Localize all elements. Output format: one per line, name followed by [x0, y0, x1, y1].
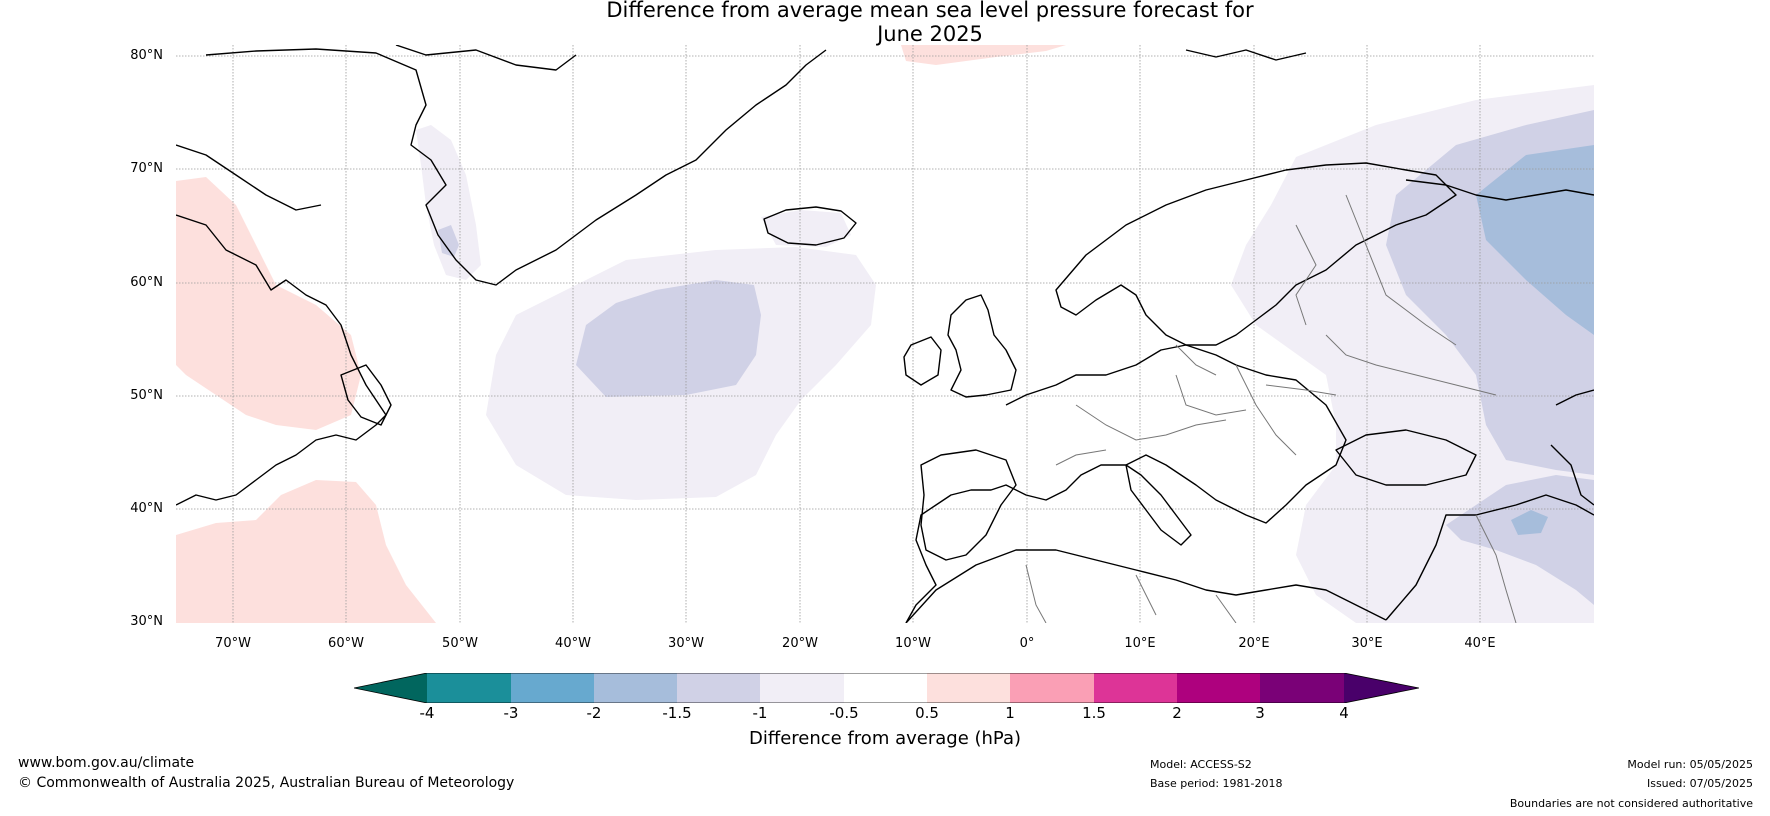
lon-label-30w: 30°W	[668, 636, 704, 651]
colorbar-tick-2: -3	[503, 704, 519, 722]
greenland-north-coast	[395, 45, 577, 71]
colorbar-tick-4: -1.5	[662, 704, 692, 722]
colorbar-seg-7	[927, 673, 1010, 703]
scandinavia-coast	[1055, 162, 1457, 346]
moderate-negative-anomaly-greenland	[438, 225, 459, 257]
disclaimer-text: Boundaries are not considered authoritat…	[1509, 797, 1753, 810]
lon-label-20w: 20°W	[782, 636, 818, 651]
chart-title: Difference from average mean sea level p…	[560, 0, 1300, 46]
moderate-negative-anomaly-turkey	[1446, 475, 1594, 605]
colorbar-tick-3: -2	[586, 704, 602, 722]
issued-text: Issued: 07/05/2025	[1646, 777, 1753, 790]
map-frame	[176, 45, 1594, 623]
colorbar-tick-11: 3	[1255, 704, 1265, 722]
colorbar-seg-2	[511, 673, 594, 703]
coastlines	[176, 45, 1594, 623]
black-sea-coast	[1335, 429, 1477, 486]
website-link[interactable]: www.bom.gov.au/climate	[18, 755, 195, 771]
copyright-text: © Commonwealth of Australia 2025, Austra…	[18, 775, 515, 791]
colorbar-tick-6: -0.5	[829, 704, 859, 722]
base-period-text: Base period: 1981-2018	[1150, 777, 1283, 790]
newfoundland-coast	[340, 364, 392, 426]
colorbar-svg	[353, 672, 1420, 704]
north-africa-coast	[905, 549, 1387, 623]
model-text: Model: ACCESS-S2	[1150, 758, 1252, 771]
colorbar-seg-3	[594, 673, 677, 703]
lat-label-80n: 80°N	[130, 48, 163, 63]
colorbar-high-extend	[1344, 673, 1419, 703]
ireland-coast	[903, 336, 942, 386]
lat-label-60n: 60°N	[130, 275, 163, 290]
colorbar-seg-6	[844, 673, 927, 703]
lon-label-30e: 30°E	[1351, 636, 1383, 651]
map-svg	[176, 45, 1594, 623]
lon-label-10e: 10°E	[1124, 636, 1156, 651]
positive-anomaly-arctic	[901, 45, 1066, 65]
lon-label-70w: 70°W	[215, 636, 251, 651]
title-line-1: Difference from average mean sea level p…	[606, 0, 1254, 22]
caspian-coast	[1550, 389, 1594, 506]
anomaly-regions	[176, 45, 1594, 623]
lon-label-20e: 20°E	[1238, 636, 1270, 651]
lat-label-50n: 50°N	[130, 388, 163, 403]
great-britain-coast	[947, 294, 1017, 398]
colorbar-tick-1: -4	[419, 704, 435, 722]
lat-label-40n: 40°N	[130, 501, 163, 516]
russia-arctic-coast	[1405, 179, 1594, 201]
moderate-negative-anomaly-atlantic	[576, 280, 761, 397]
model-run-text: Model run: 05/05/2025	[1627, 758, 1753, 771]
colorbar	[353, 672, 1420, 704]
colorbar-tick-7: 0.5	[915, 704, 939, 722]
lat-label-30n: 30°N	[130, 614, 163, 629]
colorbar-seg-11	[1260, 673, 1344, 703]
colorbar-seg-1	[427, 673, 511, 703]
title-line-2: June 2025	[877, 22, 983, 46]
colorbar-seg-8	[1010, 673, 1094, 703]
graticule	[176, 45, 1594, 623]
greenland-coast	[205, 48, 827, 286]
lon-label-50w: 50°W	[442, 636, 478, 651]
lon-label-60w: 60°W	[328, 636, 364, 651]
lon-label-40e: 40°E	[1464, 636, 1496, 651]
lat-label-70n: 70°N	[130, 161, 163, 176]
positive-anomaly-labrador	[176, 177, 361, 430]
colorbar-seg-10	[1177, 673, 1260, 703]
weak-negative-anomaly-greenland	[416, 125, 481, 280]
colorbar-seg-9	[1094, 673, 1177, 703]
iceland-coast	[763, 206, 857, 246]
country-borders	[1025, 194, 1517, 623]
colorbar-seg-4	[677, 673, 760, 703]
lon-label-10w: 10°W	[895, 636, 931, 651]
italy-coast	[1125, 464, 1192, 546]
strong-negative-anomaly-russia	[1476, 145, 1594, 335]
lon-label-40w: 40°W	[555, 636, 591, 651]
iberia-coast	[920, 449, 1017, 561]
colorbar-tick-5: -1	[752, 704, 768, 722]
baffin-coast	[176, 144, 322, 211]
positive-anomaly-atlantic	[176, 480, 436, 623]
europe-coast	[905, 344, 1347, 623]
colorbar-label: Difference from average (hPa)	[748, 728, 1022, 749]
colorbar-tick-9: 1.5	[1082, 704, 1106, 722]
weak-negative-anomaly-iceland	[761, 210, 851, 247]
colorbar-tick-10: 2	[1172, 704, 1182, 722]
strong-negative-anomaly-turkey	[1511, 510, 1548, 535]
svalbard-coast	[1185, 49, 1307, 61]
colorbar-tick-12: 4	[1339, 704, 1349, 722]
colorbar-tick-8: 1	[1005, 704, 1015, 722]
colorbar-seg-5	[760, 673, 844, 703]
colorbar-low-extend	[354, 673, 427, 703]
lon-label-0: 0°	[1019, 636, 1035, 651]
